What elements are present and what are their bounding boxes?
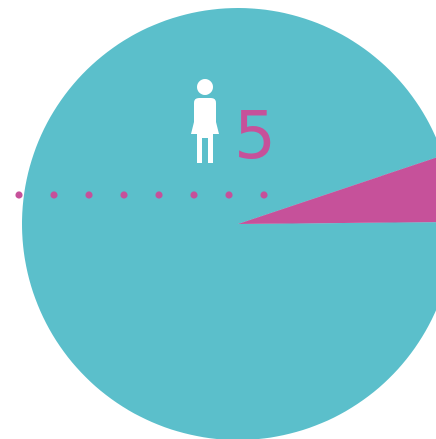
pie-slice-large	[22, 8, 436, 439]
slice-value-label: 5	[234, 97, 276, 174]
woman-icon	[191, 79, 219, 163]
leader-dot	[190, 191, 198, 199]
leader-dots	[15, 191, 268, 199]
pie-slices	[22, 8, 436, 439]
leader-dot	[120, 191, 128, 199]
leader-dot	[50, 191, 58, 199]
pie-slice-small	[238, 157, 436, 224]
leader-dot	[260, 191, 268, 199]
leader-dot	[225, 191, 233, 199]
leader-dot	[15, 191, 23, 199]
leader-dot	[155, 191, 163, 199]
leader-dot	[85, 191, 93, 199]
